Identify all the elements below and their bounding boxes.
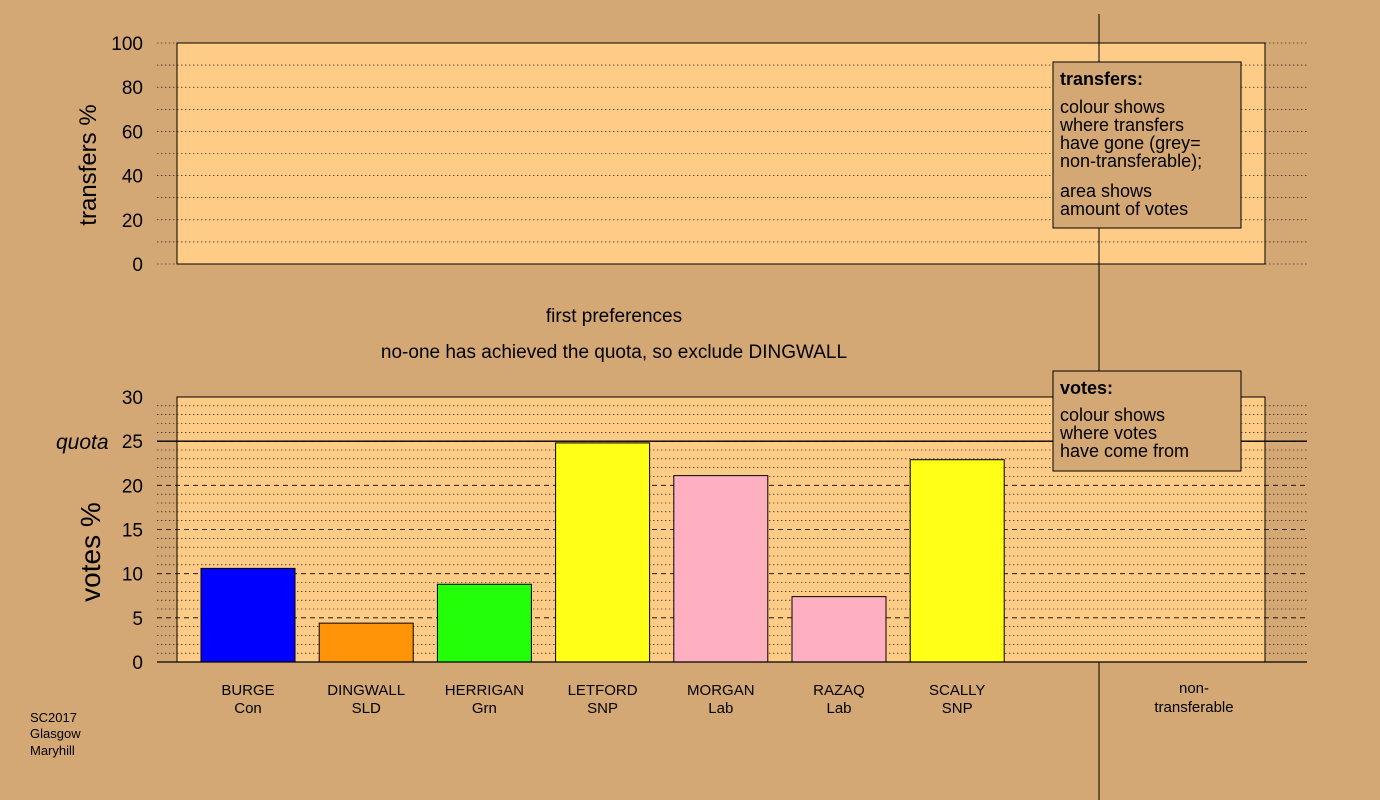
bar-scally (909, 459, 1005, 663)
votes-tick-label: 30 (122, 388, 143, 409)
candidate-name-label: RAZAQ (813, 682, 865, 699)
votes-bars (200, 442, 1005, 663)
candidate-name-label: DINGWALL (327, 682, 405, 699)
votes-tick-label: 15 (122, 521, 143, 542)
transfers-legend: transfers: colour shows where transfers … (1052, 61, 1242, 229)
transfers-tick-label: 20 (122, 211, 143, 232)
candidate-name-label: SCALLY (929, 682, 985, 699)
transfers-tick-label: 80 (122, 78, 143, 99)
transfers-legend-line: have gone (grey= (1060, 133, 1201, 153)
transfers-legend-line: non-transferable); (1060, 151, 1202, 171)
votes-y-axis-label: votes % (75, 502, 106, 602)
transfers-y-axis-label: transfers % (75, 104, 102, 225)
transfers-tick-label: 0 (132, 255, 143, 276)
votes-tick-label: 5 (132, 609, 143, 630)
candidate-party-label: SLD (352, 700, 381, 717)
transfers-tick-label: 60 (122, 122, 143, 143)
transfers-tick-label: 40 (122, 167, 143, 188)
stage-title: first preferences (546, 306, 682, 327)
votes-tick-label: 0 (132, 653, 143, 674)
bar-dingwall (318, 622, 414, 663)
votes-legend-box (1052, 370, 1242, 472)
candidate-party-label: Lab (708, 700, 733, 717)
votes-tick-label: 10 (122, 565, 143, 586)
votes-legend-line: colour shows (1060, 405, 1165, 425)
candidate-party-label: Grn (472, 700, 497, 717)
footer-line: Glasgow (30, 726, 81, 741)
candidate-name-label: LETFORD (568, 682, 638, 699)
candidate-party-label: Con (234, 700, 262, 717)
quota-label: quota (56, 431, 109, 454)
votes-legend: votes: colour shows where votes have com… (1052, 370, 1242, 472)
transfers-y-ticks: 0 20 40 60 80 100 (111, 34, 143, 276)
transfers-legend-line: where transfers (1059, 115, 1184, 135)
votes-legend-line: where votes (1059, 423, 1157, 443)
votes-tick-label: 25 (122, 432, 143, 453)
transfers-legend-title: transfers: (1060, 69, 1143, 89)
votes-y-ticks: 0 5 10 15 20 25 30 (122, 388, 143, 674)
transfers-legend-line: amount of votes (1060, 199, 1188, 219)
transfers-legend-line: colour shows (1060, 97, 1165, 117)
votes-legend-line: have come from (1060, 441, 1189, 461)
candidate-name-label: HERRIGAN (445, 682, 524, 699)
bar-herrigan (436, 583, 532, 663)
candidate-name-label: BURGE (221, 682, 274, 699)
footer-caption: SC2017 Glasgow Maryhill (30, 710, 81, 758)
bar-morgan (673, 475, 769, 663)
transfers-tick-label: 100 (111, 34, 143, 55)
candidate-party-label: SNP (942, 700, 973, 717)
votes-legend-title: votes: (1060, 378, 1113, 398)
stage-subtitle: no-one has achieved the quota, so exclud… (381, 342, 847, 363)
candidate-party-label: Lab (826, 700, 851, 717)
bar-letford (555, 442, 651, 663)
candidate-name-label: MORGAN (687, 682, 755, 699)
bar-burge (200, 567, 296, 663)
transfers-legend-line: area shows (1060, 181, 1152, 201)
footer-line: SC2017 (30, 710, 77, 725)
footer-line: Maryhill (30, 743, 75, 758)
transfers-legend-box (1052, 61, 1242, 229)
nontransferable-label: transferable (1154, 699, 1233, 716)
votes-tick-label: 20 (122, 476, 143, 497)
bar-razaq (791, 596, 887, 663)
candidate-party-label: SNP (587, 700, 618, 717)
candidate-labels: BURGEConDINGWALLSLDHERRIGANGrnLETFORDSNP… (221, 680, 1233, 717)
nontransferable-label: non- (1179, 680, 1209, 697)
